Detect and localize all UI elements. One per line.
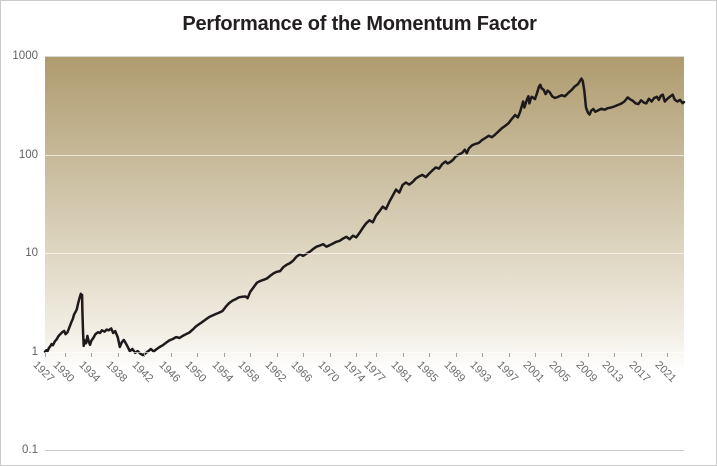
x-tick-2005	[561, 353, 562, 357]
y-axis-label-1000: 1000	[12, 50, 38, 62]
x-tick-1993	[482, 353, 483, 357]
x-tick-1981	[403, 353, 404, 357]
x-tick-1966	[303, 353, 304, 357]
x-tick-1934	[91, 353, 92, 357]
x-tick-2017	[641, 353, 642, 357]
y-axis-label-1: 1	[31, 346, 38, 358]
gridline-y-100	[45, 155, 684, 156]
gridline-y-0.1	[45, 450, 684, 451]
chart-title: Performance of the Momentum Factor	[182, 13, 537, 35]
x-tick-1974	[356, 353, 357, 357]
x-tick-1950	[197, 353, 198, 357]
y-axis-label-100: 100	[18, 149, 38, 161]
x-tick-1938	[118, 353, 119, 357]
y-axis-label-0.1: 0.1	[22, 444, 38, 456]
x-tick-1927	[45, 353, 46, 357]
x-tick-1989	[456, 353, 457, 357]
x-tick-2009	[588, 353, 589, 357]
x-tick-2013	[614, 353, 615, 357]
x-tick-1977	[376, 353, 377, 357]
x-tick-1985	[429, 353, 430, 357]
x-tick-1930	[65, 353, 66, 357]
gridline-y-10	[45, 253, 684, 254]
x-tick-1942	[144, 353, 145, 357]
x-tick-1958	[250, 353, 251, 357]
y-axis-label-10: 10	[25, 247, 38, 259]
x-tick-1954	[224, 353, 225, 357]
x-tick-1946	[171, 353, 172, 357]
plot-area: 1927 1930 1934 1938 1942 1946 1950 1954 1958 1962…	[31, 56, 686, 451]
x-tick-2001	[535, 353, 536, 357]
momentum-line	[43, 77, 686, 357]
x-tick-2021	[667, 353, 668, 357]
gridline-y-1	[45, 352, 684, 353]
x-tick-1962	[277, 353, 278, 357]
x-tick-1997	[509, 353, 510, 357]
gridline-y-1000	[45, 56, 684, 57]
x-tick-1970	[330, 353, 331, 357]
momentum-line-series	[43, 77, 686, 357]
